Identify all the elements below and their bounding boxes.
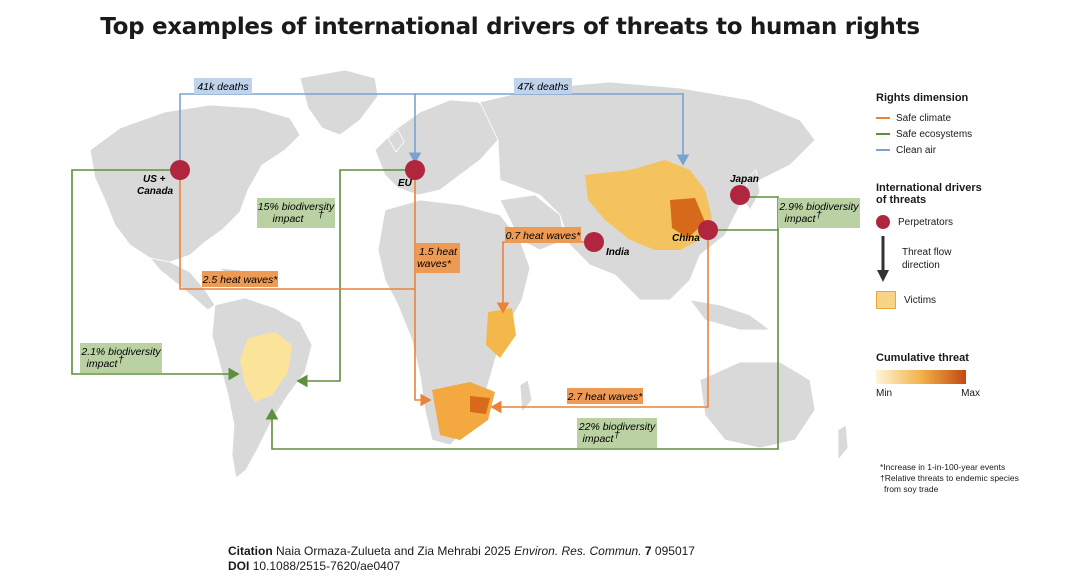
- perpetrator-swatch-icon: [876, 215, 890, 229]
- footnote-3: from soy trade: [884, 484, 939, 494]
- legend-perpetrators: Perpetrators: [876, 212, 1066, 232]
- legend-flow-line1: Threat flow: [902, 247, 952, 258]
- citation-volume: 7: [644, 544, 652, 558]
- china-hotspot: [670, 198, 705, 238]
- citation-label: Citation: [228, 544, 273, 558]
- legend-min: Min: [876, 388, 893, 399]
- madagascar: [519, 379, 533, 414]
- perpetrator-india: [584, 232, 604, 252]
- down-arrow-icon: [877, 236, 889, 282]
- legend-victims: Victims: [876, 288, 1066, 312]
- legend-safe-ecosystems: Safe ecosystems: [876, 126, 1066, 142]
- label-bio21: 2.1% biodiversity: [80, 346, 161, 358]
- label-us: US +: [143, 174, 166, 185]
- footnote-2: †Relative threats to endemic species: [880, 473, 1019, 483]
- eco-flow-us-brazil: [71, 169, 240, 381]
- heat-flow-us-africa: [179, 172, 415, 290]
- legend-flow: Threat flow direction: [876, 236, 1066, 282]
- clean-air-flows: [179, 93, 690, 170]
- legend-safe-climate: Safe climate: [876, 110, 1066, 126]
- eco-flow-china-brazil: [265, 229, 779, 450]
- perpetrator-china: [698, 220, 718, 240]
- south-africa-hotspot: [470, 396, 490, 414]
- legend-drivers-heading-1: International drivers: [876, 182, 982, 194]
- victim-swatch-icon: [876, 291, 896, 309]
- dagger-3: †: [118, 354, 124, 366]
- dagger-4: †: [614, 429, 620, 441]
- air-flow-eu-china: [415, 93, 690, 166]
- perpetrator-us: [170, 160, 190, 180]
- legend-drivers-heading-2: of threats: [876, 194, 927, 206]
- label-47k: 47k deaths: [517, 81, 569, 93]
- ecosystem-flows: [71, 169, 779, 450]
- north-america: [89, 104, 301, 263]
- legend-max: Max: [961, 388, 980, 399]
- label-heat15-b: waves*: [417, 258, 452, 270]
- heat-flow-eu-africa: [414, 172, 432, 407]
- se-asia: [689, 299, 772, 331]
- footnotes: *Increase in 1-in-100-year events †Relat…: [880, 462, 1060, 495]
- victim-regions: [240, 160, 712, 440]
- citation-authors: Naia Ormaza-Zulueta and Zia Mehrabi 2025: [276, 544, 511, 558]
- new-zealand: [837, 424, 849, 462]
- label-bio15: 15% biodiversity: [258, 201, 335, 213]
- eco-flow-eu-brazil: [296, 169, 414, 388]
- climate-flows: [179, 172, 709, 414]
- uk: [387, 129, 405, 153]
- label-41k: 41k deaths: [197, 81, 249, 93]
- label-bio29: 2.9% biodiversity: [778, 201, 859, 213]
- brazil-threat: [240, 332, 292, 402]
- footnote-1: *Increase in 1-in-100-year events: [880, 462, 1006, 472]
- east-africa-threat: [486, 308, 516, 358]
- legend-rights-heading: Rights dimension: [876, 92, 969, 104]
- greenland: [299, 69, 379, 136]
- citation-journal: Environ. Res. Commun.: [514, 544, 642, 558]
- label-india: India: [606, 247, 630, 258]
- air-flow-us-eu: [179, 93, 422, 170]
- label-eu: EU: [398, 178, 413, 189]
- label-bio29-b: impact: [785, 213, 817, 225]
- label-canada: Canada: [137, 186, 174, 197]
- label-heat27: 2.7 heat waves*: [567, 391, 644, 403]
- legend-cumulative-heading: Cumulative threat: [876, 352, 969, 364]
- legend-clean-air: Clean air: [876, 142, 1066, 158]
- perpetrator-eu: [405, 160, 425, 180]
- label-china: China: [672, 233, 700, 244]
- flow-labels: 41k deaths 47k deaths 15% biodiversity i…: [80, 78, 860, 448]
- label-heat07: 0.7 heat waves*: [506, 230, 582, 242]
- citation-number: 095017: [654, 544, 695, 558]
- doi-label: DOI: [228, 559, 250, 573]
- label-bio22-b: impact: [583, 433, 615, 445]
- legend: Rights dimension Safe climate Safe ecosy…: [876, 92, 1066, 399]
- perpetrator-markers: US + Canada EU India China Japan: [137, 160, 759, 258]
- heat-flow-china-africa: [490, 232, 709, 414]
- label-bio15-b: impact: [273, 213, 305, 225]
- citation: Citation Naia Ormaza-Zulueta and Zia Meh…: [228, 544, 695, 574]
- map-title: Top examples of international drivers of…: [100, 14, 920, 40]
- australia: [699, 361, 816, 449]
- label-heat15: 1.5 heat: [419, 246, 458, 258]
- label-japan: Japan: [730, 174, 759, 185]
- doi-value: 10.1088/2515-7620/ae0407: [252, 559, 401, 573]
- perpetrator-japan: [730, 185, 750, 205]
- cumulative-gradient: [876, 370, 966, 384]
- south-africa-threat: [432, 382, 495, 440]
- dagger-2: †: [816, 209, 822, 221]
- label-bio22: 22% biodiversity: [578, 421, 656, 433]
- dagger-1: †: [318, 209, 324, 221]
- legend-flow-line2: direction: [902, 260, 940, 271]
- label-heat25: 2.5 heat waves*: [202, 274, 279, 286]
- label-bio21-b: impact: [87, 358, 119, 370]
